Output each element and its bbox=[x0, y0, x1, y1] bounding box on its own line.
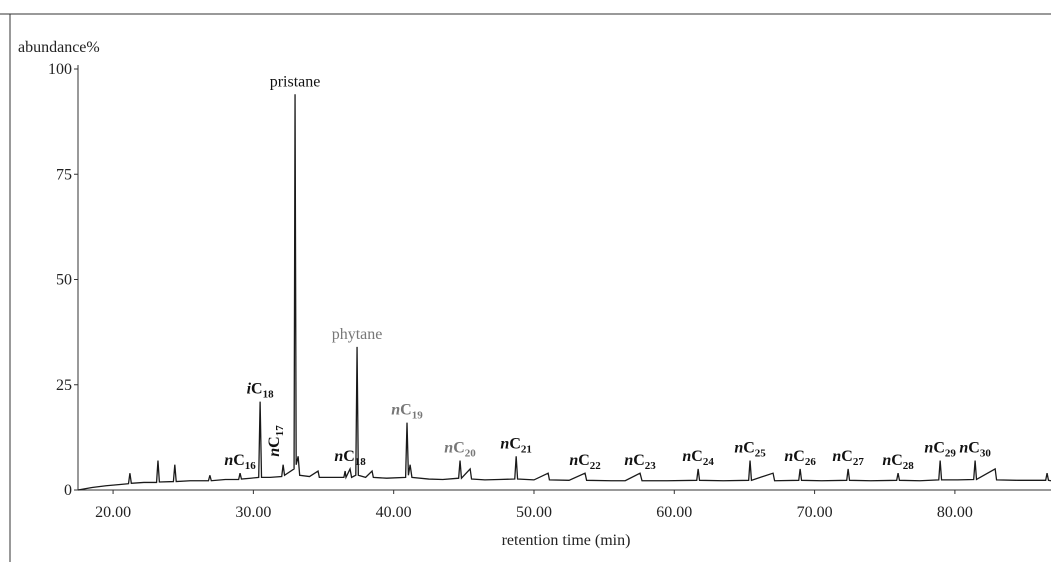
peak-label-text: C bbox=[266, 436, 283, 448]
peak-label-subscript: 22 bbox=[590, 460, 602, 472]
peak-label-prefix: n bbox=[266, 448, 283, 457]
peak-label-subscript: 29 bbox=[945, 448, 957, 460]
peak-label: nC22 bbox=[569, 452, 601, 472]
peak-label-prefix: n bbox=[734, 440, 743, 457]
peak-label-text: C bbox=[251, 381, 263, 398]
trace bbox=[77, 94, 1051, 491]
peak-label-subscript: 30 bbox=[980, 448, 992, 460]
peak-label-text: phytane bbox=[332, 326, 383, 343]
x-tick-label: 70.00 bbox=[797, 504, 833, 521]
peak-label-subscript: 20 bbox=[465, 448, 477, 460]
peak-label-prefix: n bbox=[334, 448, 343, 465]
peak-label-prefix: n bbox=[624, 452, 633, 469]
peak-label-text: C bbox=[933, 440, 945, 457]
peak-label-prefix: n bbox=[959, 440, 968, 457]
peak-label-prefix: n bbox=[500, 435, 509, 452]
peak-label: iC18 bbox=[247, 381, 275, 401]
peak-label-prefix: n bbox=[391, 402, 400, 419]
peak-label: nC30 bbox=[959, 440, 991, 460]
peak-label: nC21 bbox=[500, 435, 531, 455]
peak-label-text: C bbox=[400, 402, 412, 419]
x-tick-label: 30.00 bbox=[235, 504, 271, 521]
peak-label-subscript: 27 bbox=[853, 456, 865, 468]
peak-label-prefix: n bbox=[569, 452, 578, 469]
peak-label-text: pristane bbox=[270, 73, 321, 90]
peak-label: nC23 bbox=[624, 452, 656, 472]
peak-label-prefix: n bbox=[682, 448, 691, 465]
peak-label: nC18 bbox=[334, 448, 366, 468]
x-tick-label: 20.00 bbox=[95, 504, 131, 521]
peak-label: nC28 bbox=[882, 452, 914, 472]
peak-label: pristane bbox=[270, 73, 321, 90]
peak-label-text: C bbox=[233, 452, 245, 469]
peak-label-text: C bbox=[891, 452, 903, 469]
peak-label-subscript: 25 bbox=[755, 448, 767, 460]
peak-label-subscript: 16 bbox=[245, 460, 257, 472]
peak-label: nC24 bbox=[682, 448, 714, 468]
peak-label-text: C bbox=[578, 452, 590, 469]
peak-label: nC29 bbox=[924, 440, 956, 460]
y-tick-label: 50 bbox=[56, 272, 72, 289]
peak-label-text: C bbox=[633, 452, 645, 469]
peak-label: phytane bbox=[332, 326, 383, 343]
peak-label: nC20 bbox=[444, 440, 476, 460]
peak-label-prefix: n bbox=[784, 448, 793, 465]
peak-label-subscript: 18 bbox=[355, 456, 367, 468]
y-tick-label: 25 bbox=[56, 377, 72, 394]
peak-label-subscript: 26 bbox=[805, 456, 817, 468]
peak-label-prefix: n bbox=[444, 440, 453, 457]
peak-label-subscript: 23 bbox=[645, 460, 657, 472]
peak-label-text: C bbox=[343, 448, 355, 465]
y-tick-label: 0 bbox=[64, 482, 72, 499]
peak-label-subscript: 24 bbox=[703, 456, 715, 468]
peak-label-text: C bbox=[691, 448, 703, 465]
x-tick-label: 80.00 bbox=[937, 504, 973, 521]
peak-label: nC27 bbox=[832, 448, 864, 468]
peak-label-prefix: n bbox=[882, 452, 891, 469]
peak-label-subscript: 19 bbox=[412, 410, 424, 422]
peak-label-text: C bbox=[453, 440, 465, 457]
peak-label-text: C bbox=[793, 448, 805, 465]
peak-label-subscript: 17 bbox=[274, 425, 286, 437]
peak-label-text: C bbox=[509, 435, 521, 452]
peak-label: nC17 bbox=[266, 425, 286, 457]
peak-label-text: C bbox=[968, 440, 980, 457]
y-axis-label: abundance% bbox=[18, 39, 100, 56]
peak-label-subscript: 18 bbox=[263, 389, 275, 401]
peak-label: nC16 bbox=[224, 452, 256, 472]
peak-label: nC25 bbox=[734, 440, 766, 460]
peak-label-prefix: n bbox=[224, 452, 233, 469]
peak-label-text: C bbox=[743, 440, 755, 457]
peak-label-prefix: n bbox=[924, 440, 933, 457]
x-axis-label: retention time (min) bbox=[502, 532, 631, 549]
peak-label: nC19 bbox=[391, 402, 423, 422]
x-tick-label: 50.00 bbox=[516, 504, 552, 521]
y-tick-label: 75 bbox=[56, 166, 72, 183]
peak-label-prefix: i bbox=[247, 381, 252, 398]
peak-label-text: C bbox=[841, 448, 853, 465]
peak-label: nC26 bbox=[784, 448, 816, 468]
x-tick-label: 40.00 bbox=[376, 504, 412, 521]
peak-label-subscript: 28 bbox=[903, 460, 915, 472]
peak-label-subscript: 21 bbox=[521, 443, 532, 455]
x-tick-label: 60.00 bbox=[656, 504, 692, 521]
peak-label-prefix: n bbox=[832, 448, 841, 465]
y-tick-label: 100 bbox=[48, 61, 72, 78]
